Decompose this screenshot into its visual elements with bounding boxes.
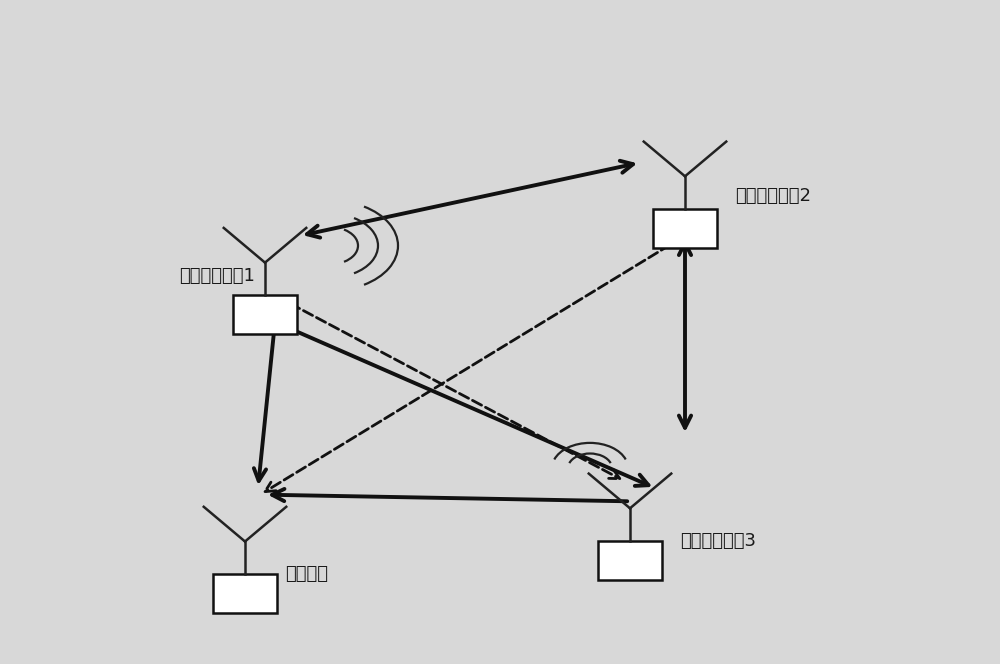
Text: 发射接收系统3: 发射接收系统3 bbox=[680, 532, 756, 550]
Bar bbox=[233, 295, 297, 334]
Text: 接收系统: 接收系统 bbox=[285, 565, 328, 584]
Bar bbox=[598, 541, 662, 580]
Bar bbox=[653, 209, 717, 248]
Text: 发射接收系统1: 发射接收系统1 bbox=[179, 266, 255, 285]
Text: 发射接收系统2: 发射接收系统2 bbox=[735, 187, 811, 205]
Bar bbox=[213, 574, 277, 613]
